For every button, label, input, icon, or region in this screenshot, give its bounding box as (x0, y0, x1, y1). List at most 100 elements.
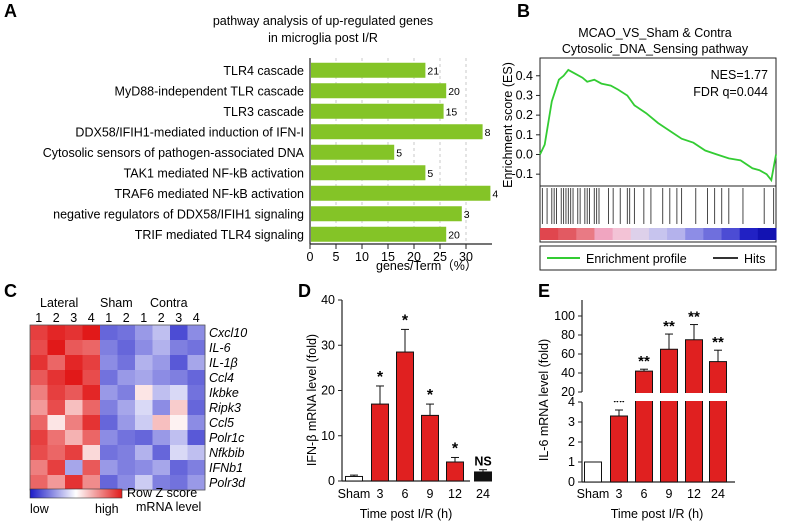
panel-c-heatmap-cell (82, 460, 101, 476)
panel-e-y-tick-label: 100 (554, 309, 575, 323)
panel-b-y-ticks: 0.4 0.3 0.2 0.1 0.0 -0.1 (511, 69, 540, 181)
panel-c-heatmap-cell (187, 400, 206, 416)
panel-c-heatmap-cell (47, 445, 66, 461)
panel-c-heatmap-cell (170, 325, 188, 341)
panel-a-x-ticks: 0 5 10 15 20 25 30 (307, 244, 473, 264)
panel-c-column-label: 3 (70, 311, 77, 325)
panel-c-heatmap-cell (135, 355, 153, 371)
panel-c-heatmap-cell (152, 340, 171, 356)
panel-a-x-tick-label: 25 (433, 250, 447, 264)
panel-c-heatmap-cell (30, 445, 48, 461)
panel-c-heatmap-cell (152, 475, 171, 491)
panel-e-x-tick-label: 12 (687, 487, 701, 501)
panel-c-heatmap-cell (135, 325, 153, 341)
panel-c-heatmap-cell (117, 460, 136, 476)
panel-c-heatmap-cell (65, 475, 83, 491)
panel-a-label: A (4, 1, 17, 21)
panel-b-rank-cell (558, 228, 577, 240)
panel-c-heatmap-cell (117, 430, 136, 446)
panel-c-heatmap-cell (82, 340, 101, 356)
panel-b-y-tick-label: 0.1 (516, 128, 533, 142)
panel-c-colorbar (29, 488, 123, 499)
panel-c-heatmap-cell (135, 415, 153, 431)
panel-b-rank-cell (540, 228, 559, 240)
panel-a-bar-count: 21 (427, 65, 439, 77)
panel-c-label: C (4, 281, 17, 301)
panel-b-rank-cell (630, 228, 650, 240)
panel-c-heatmap-cell (65, 340, 83, 356)
panel-e-bar (660, 348, 678, 483)
panel-e: E IL-6 mRNA level (fold) 012342040608010… (537, 281, 740, 521)
panel-e-x-tick-label: 24 (711, 487, 725, 501)
panel-c-heatmap-cell (170, 355, 188, 371)
panel-e-significance: ** (712, 334, 724, 351)
panel-c-heatmap-cell (135, 400, 153, 416)
panel-d-y-tick-label: 20 (321, 384, 335, 398)
panel-c-heatmap (29, 324, 206, 491)
panel-d-significance: * (452, 440, 459, 457)
panel-c-heatmap-cell (82, 385, 101, 401)
panel-c-heatmap-cell (187, 415, 206, 431)
panel-c-heatmap-cell (47, 475, 66, 491)
panel-c-heatmap-cell (100, 430, 118, 446)
panel-c-heatmap-cell (117, 370, 136, 386)
panel-c-heatmap-cell (65, 355, 83, 371)
panel-c-row-labels: Cxcl10IL-6IL-1βCcl4IkbkeRipk3Ccl5Polr1cN… (209, 326, 247, 490)
panel-b-y-tick-label: 0.2 (516, 108, 533, 122)
panel-c-row-label: Ikbke (209, 386, 239, 400)
panel-c-heatmap-cell (100, 400, 118, 416)
panel-a-bar (311, 83, 447, 99)
panel-d-label: D (298, 281, 311, 301)
panel-c-heatmap-cell (187, 370, 206, 386)
panel-c-heatmap-cell (30, 415, 48, 431)
panel-b-rank-cell (739, 228, 759, 240)
panel-a-bar-count: 20 (448, 229, 460, 241)
panel-c-heatmap-cell (170, 385, 188, 401)
panel-c-heatmap-cell (135, 340, 153, 356)
panel-e-bar (709, 361, 727, 483)
panel-c-heatmap-cell (82, 325, 101, 341)
panel-e-y-tick-label: 60 (561, 347, 575, 361)
panel-a-x-tick-label: 20 (407, 250, 421, 264)
panel-c-heatmap-cell (170, 415, 188, 431)
panel-c-column-label: 2 (53, 311, 60, 325)
panel-b-y-tick-label: 0.4 (516, 69, 533, 83)
panel-b-title-line2: Cytosolic_DNA_Sensing pathway (562, 42, 749, 56)
panel-e-y-tick-label: 3 (568, 415, 575, 429)
panel-a-bar-count: 3 (464, 209, 470, 221)
panel-e-x-tick-label: 6 (641, 487, 648, 501)
panel-c-heatmap-cell (152, 385, 171, 401)
panel-b-y-tick-label: 0.0 (516, 147, 533, 161)
panel-b-rank-cell (648, 228, 668, 240)
panel-c-heatmap-cell (82, 355, 101, 371)
panel-c-heatmap-cell (152, 460, 171, 476)
panel-c-heatmap-cell (135, 370, 153, 386)
panel-d-x-tick-label: 12 (448, 487, 462, 501)
panel-c-heatmap-cell (100, 355, 118, 371)
panel-d-y-label: IFN-β mRNA level (fold) (305, 334, 319, 466)
panel-a-category-label: TLR4 cascade (223, 64, 304, 78)
panel-e-bars: Sham 3 ** 6 ** 9 ** 12 ** 24 ** (577, 309, 727, 501)
panel-a-category-label: DDX58/IFIH1-mediated induction of IFN-I (75, 125, 304, 139)
panel-c-heatmap-cell (82, 475, 101, 491)
panel-e-y-tick-label: 0 (568, 475, 575, 489)
panel-c-heatmap-cell (30, 340, 48, 356)
panel-c-heatmap-cell (100, 340, 118, 356)
panel-a-bar (311, 144, 395, 160)
panel-e-significance: ** (638, 353, 650, 370)
panel-a-bar (311, 206, 462, 222)
panel-d-x-tick-label: 9 (427, 487, 434, 501)
panel-a-x-label: genes/Term（%） (376, 259, 477, 273)
panel-d: D IFN-β mRNA level (fold) 0 10 20 30 40 Sham… (298, 281, 492, 521)
panel-e-y-ticks: 0 1 2 3 420 40 60 80 100 (554, 309, 582, 489)
panel-b-rank-gradient (540, 228, 777, 240)
panel-e-label: E (538, 281, 550, 301)
panel-c-heatmap-cell (65, 325, 83, 341)
panel-d-bar (474, 471, 492, 482)
panel-b-rank-cell (703, 228, 723, 240)
panel-a-bar-count: 8 (485, 127, 491, 139)
panel-a-bar (311, 103, 444, 119)
panel-d-x-tick-label: 6 (402, 487, 409, 501)
panel-c-heatmap-cell (117, 475, 136, 491)
